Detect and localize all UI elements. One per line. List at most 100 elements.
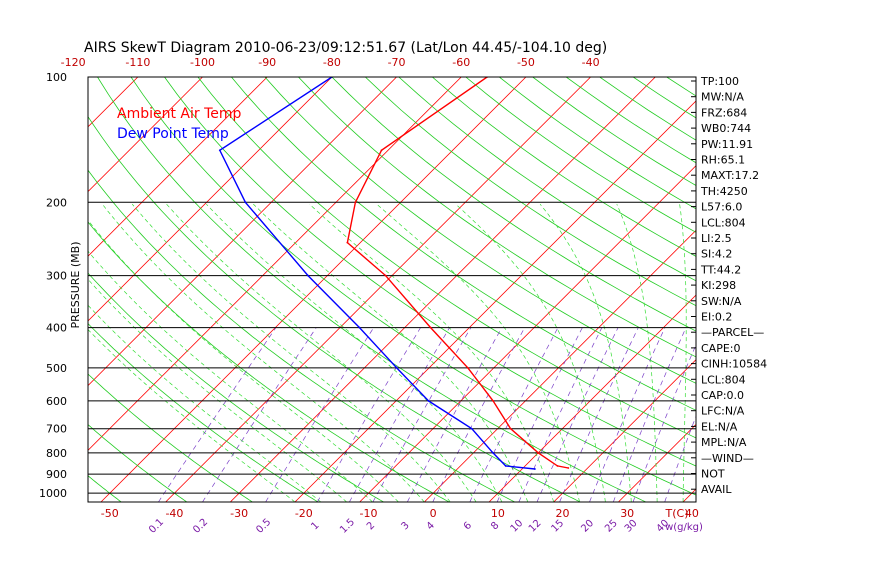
- dew-point-point: [218, 149, 221, 152]
- index-label: MW:N/A: [701, 91, 744, 104]
- isotherm-line: [88, 77, 203, 193]
- bottom-temp-tick-label: -20: [295, 507, 313, 520]
- moist-adiabat-line: [88, 278, 347, 502]
- index-label: EL:N/A: [701, 420, 738, 433]
- index-label: CAPE:0: [701, 342, 741, 355]
- index-label: KI:298: [701, 279, 736, 292]
- moist-adiabat-line: [88, 304, 322, 502]
- legend-entry-dewpoint: Dew Point Temp: [117, 126, 229, 142]
- dew-point-point: [244, 201, 247, 204]
- top-temp-tick-label: -110: [125, 56, 150, 69]
- isotherm-line: [294, 100, 696, 502]
- dry-adiabat-line: [164, 77, 696, 467]
- dry-adiabat-line: [88, 373, 253, 502]
- index-label: RH:65.1: [701, 154, 745, 167]
- ambient-temp-point: [567, 467, 570, 469]
- dew-point-line: [218, 77, 535, 470]
- moist-adiabat-line: [309, 203, 555, 502]
- bottom-temp-tick-label: -30: [230, 507, 248, 520]
- dry-adiabat-line: [365, 77, 696, 307]
- pressure-tick-label: 500: [46, 362, 67, 375]
- pressure-tick-label: 800: [46, 447, 67, 460]
- mixing-ratio-line: [589, 327, 666, 502]
- temp-unit-label: T(C): [665, 507, 689, 520]
- mixing-ratio-line: [536, 327, 619, 502]
- pressure-tick-label: 400: [46, 322, 67, 335]
- moist-adiabat-line: [455, 203, 606, 502]
- mixing-ratio-line: [559, 327, 639, 502]
- mixing-ratio-label: 10: [509, 518, 526, 535]
- dry-adiabat-line: [88, 272, 384, 502]
- ambient-temp-point: [466, 366, 469, 369]
- pressure-tick-label: 1000: [39, 487, 67, 500]
- ambient-temp-line: [346, 77, 569, 469]
- isotherm-line: [88, 77, 397, 387]
- mixing-ratio-line: [664, 415, 696, 502]
- isotherm-line: [424, 229, 696, 502]
- index-label: FRZ:684: [701, 106, 747, 119]
- mixing-ratio-label: 15: [549, 518, 566, 535]
- mixing-ratio-label: 2: [365, 520, 377, 532]
- bottom-temp-tick-label: 30: [620, 507, 634, 520]
- index-label: CINH:10584: [701, 358, 767, 371]
- moist-adiabat-line: [88, 250, 373, 502]
- index-label: LFC:N/A: [701, 405, 745, 418]
- moist-adiabat-line: [206, 203, 503, 502]
- bottom-temp-tick-label: -50: [101, 507, 119, 520]
- mixing-ratio-label: 1: [309, 520, 321, 532]
- isotherm-line: [618, 423, 696, 502]
- ambient-temp-point: [354, 201, 357, 204]
- dry-adiabat-line: [666, 77, 696, 97]
- index-label: SW:N/A: [701, 295, 742, 308]
- dew-point-point: [395, 366, 398, 369]
- dry-adiabat-line: [130, 77, 696, 496]
- mixing-ratio-label: 1.5: [338, 517, 357, 536]
- mixing-ratio-line: [406, 327, 503, 502]
- mixing-ratio-label: 0.2: [191, 517, 210, 536]
- moist-adiabat-line: [131, 203, 451, 502]
- dry-adiabat-line: [231, 77, 696, 411]
- index-label: TP:100: [700, 75, 739, 88]
- isotherm-line: [488, 294, 696, 502]
- mixing-ratio-label: 20: [579, 518, 596, 535]
- index-label: EI:0.2: [701, 311, 732, 324]
- dry-adiabat-line: [88, 424, 188, 502]
- pressure-tick-label: 600: [46, 395, 67, 408]
- mixing-ratio-line: [316, 327, 421, 502]
- index-label: WB0:744: [701, 122, 751, 135]
- mixing-ratio-label: 3: [399, 520, 411, 532]
- bottom-temp-tick-label: -10: [359, 507, 377, 520]
- moist-adiabat-line: [376, 203, 580, 502]
- isotherm-line: [748, 77, 870, 502]
- isotherm-line: [100, 77, 527, 502]
- ambient-temp-point: [384, 274, 387, 277]
- moist-adiabat-line: [539, 203, 632, 502]
- mixing-ratio-line: [469, 327, 559, 502]
- dry-adiabat-line: [88, 169, 515, 502]
- dew-point-point: [491, 451, 494, 454]
- mixing-ratio-label: 12: [527, 518, 544, 535]
- mixing-ratio-label: 4: [425, 520, 437, 532]
- dew-point-point: [358, 326, 361, 329]
- isotherm-line: [88, 77, 268, 257]
- mixing-ratio-line: [496, 327, 583, 502]
- dry-adiabat-line: [88, 115, 581, 502]
- dew-point-point: [427, 399, 430, 402]
- moist-adiabat-line: [679, 204, 687, 502]
- dry-adiabat-line: [88, 323, 319, 502]
- index-label: PW:11.91: [701, 138, 753, 151]
- mixing-ratio-line: [265, 327, 374, 502]
- mixing-ratio-label: 25: [603, 518, 620, 535]
- index-label: LI:2.5: [701, 232, 732, 245]
- dry-adiabat-line: [97, 77, 647, 502]
- moist-adiabat-line: [616, 203, 658, 502]
- dry-adiabat-line: [331, 77, 696, 332]
- ambient-temp-point: [492, 399, 495, 402]
- moist-adiabat-line: [253, 203, 529, 502]
- index-label: CAP:0.0: [701, 389, 744, 402]
- bottom-temp-tick-label: -40: [165, 507, 183, 520]
- index-label: AVAIL: [701, 483, 732, 496]
- mixing-ratio-line: [158, 327, 277, 502]
- dry-adiabat-line: [264, 77, 696, 384]
